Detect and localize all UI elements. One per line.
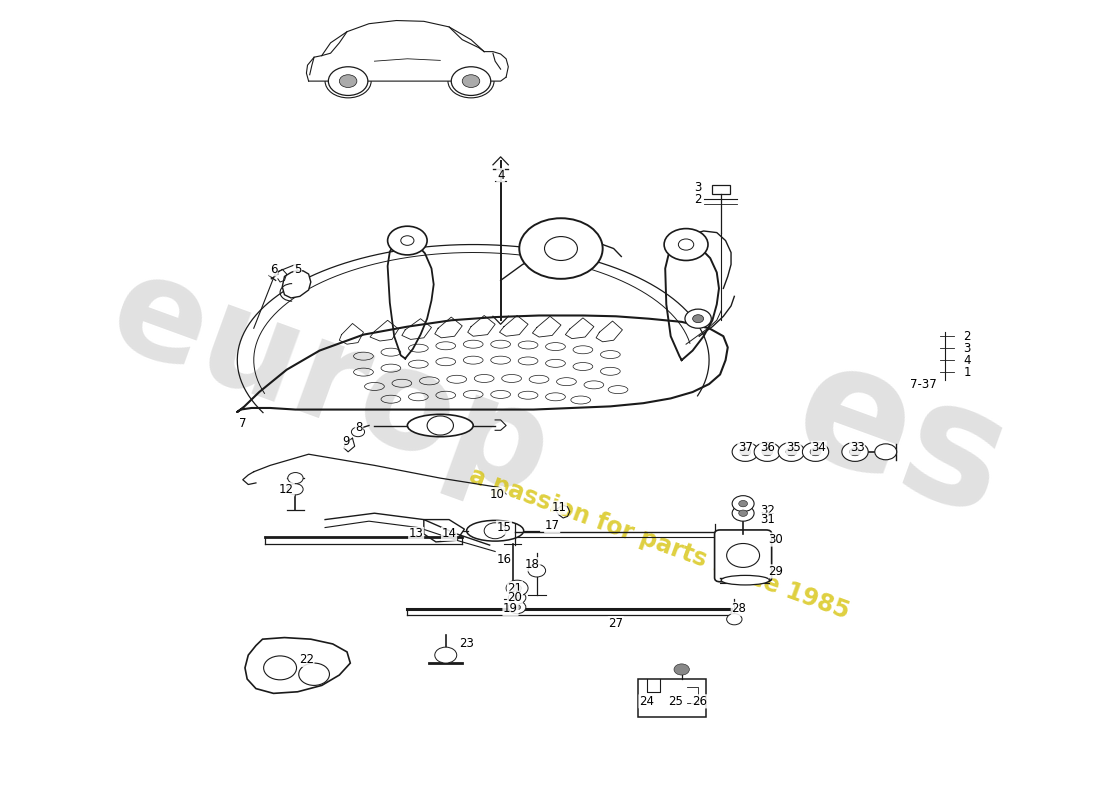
Polygon shape [245, 638, 350, 694]
Circle shape [514, 595, 520, 600]
Text: 28: 28 [732, 602, 746, 615]
Text: europ: europ [94, 242, 568, 526]
Circle shape [739, 510, 748, 516]
Text: 35: 35 [786, 442, 801, 454]
Text: 7-37: 7-37 [910, 378, 936, 390]
Text: 10: 10 [490, 487, 505, 501]
Text: 19: 19 [503, 602, 518, 615]
Circle shape [842, 442, 868, 462]
Circle shape [339, 74, 356, 87]
Text: 25: 25 [668, 695, 682, 708]
FancyBboxPatch shape [638, 679, 706, 718]
Text: 11: 11 [551, 501, 566, 514]
Text: 37: 37 [738, 442, 752, 454]
Text: 3: 3 [694, 182, 702, 194]
Text: 24: 24 [639, 695, 654, 708]
Text: 15: 15 [496, 521, 512, 534]
Text: 27: 27 [608, 617, 624, 630]
Circle shape [874, 444, 896, 460]
Text: 4: 4 [964, 354, 970, 366]
Text: 8: 8 [355, 421, 363, 434]
Circle shape [674, 664, 690, 675]
Text: 16: 16 [496, 553, 512, 566]
Circle shape [528, 564, 546, 577]
Ellipse shape [722, 575, 769, 585]
Circle shape [514, 605, 520, 610]
Text: 7: 7 [239, 418, 246, 430]
FancyBboxPatch shape [715, 530, 771, 582]
Polygon shape [424, 519, 464, 542]
Circle shape [733, 506, 755, 521]
Text: 18: 18 [525, 558, 540, 570]
Text: 29: 29 [769, 565, 783, 578]
Text: 36: 36 [760, 442, 774, 454]
Ellipse shape [407, 414, 473, 437]
Circle shape [513, 585, 521, 591]
Circle shape [508, 591, 526, 604]
Circle shape [506, 580, 528, 596]
Text: es: es [773, 327, 1028, 553]
Circle shape [810, 448, 821, 456]
Text: 32: 32 [760, 503, 774, 517]
Text: 17: 17 [544, 519, 560, 533]
Circle shape [519, 218, 603, 279]
Circle shape [778, 442, 804, 462]
Circle shape [329, 66, 367, 95]
Circle shape [387, 226, 427, 255]
Text: 30: 30 [769, 533, 783, 546]
Text: 9: 9 [342, 435, 350, 448]
Circle shape [693, 314, 704, 322]
Circle shape [785, 448, 796, 456]
Text: 3: 3 [964, 342, 970, 354]
Polygon shape [283, 271, 311, 298]
Circle shape [762, 448, 772, 456]
Text: 5: 5 [294, 262, 301, 276]
Text: 26: 26 [692, 695, 706, 708]
Circle shape [288, 484, 304, 495]
Text: 1: 1 [964, 366, 970, 378]
Ellipse shape [466, 520, 524, 541]
Text: 23: 23 [459, 638, 474, 650]
Circle shape [288, 473, 304, 484]
FancyBboxPatch shape [713, 185, 730, 194]
Circle shape [351, 427, 364, 437]
Circle shape [664, 229, 708, 261]
Circle shape [484, 522, 506, 538]
Text: 31: 31 [760, 513, 774, 526]
Text: 4: 4 [497, 169, 505, 182]
Text: 2: 2 [964, 330, 970, 342]
Text: 22: 22 [299, 654, 314, 666]
Text: 2: 2 [694, 193, 702, 206]
Circle shape [740, 448, 751, 456]
Text: 13: 13 [409, 527, 424, 541]
Circle shape [451, 66, 491, 95]
Circle shape [427, 416, 453, 435]
Text: a passion for parts since 1985: a passion for parts since 1985 [466, 463, 852, 624]
Circle shape [508, 601, 526, 614]
Text: 33: 33 [850, 442, 865, 454]
Circle shape [849, 448, 860, 456]
Text: 34: 34 [812, 442, 826, 454]
Circle shape [434, 647, 456, 663]
Circle shape [802, 442, 828, 462]
Circle shape [755, 442, 780, 462]
Circle shape [462, 74, 480, 87]
Text: 12: 12 [279, 482, 294, 496]
Text: 6: 6 [270, 262, 277, 276]
Circle shape [727, 614, 742, 625]
Circle shape [739, 501, 748, 507]
Circle shape [685, 309, 712, 328]
Text: 14: 14 [441, 527, 456, 541]
Text: 21: 21 [507, 582, 522, 594]
Circle shape [733, 442, 759, 462]
Text: 20: 20 [507, 591, 522, 604]
Circle shape [733, 496, 755, 512]
